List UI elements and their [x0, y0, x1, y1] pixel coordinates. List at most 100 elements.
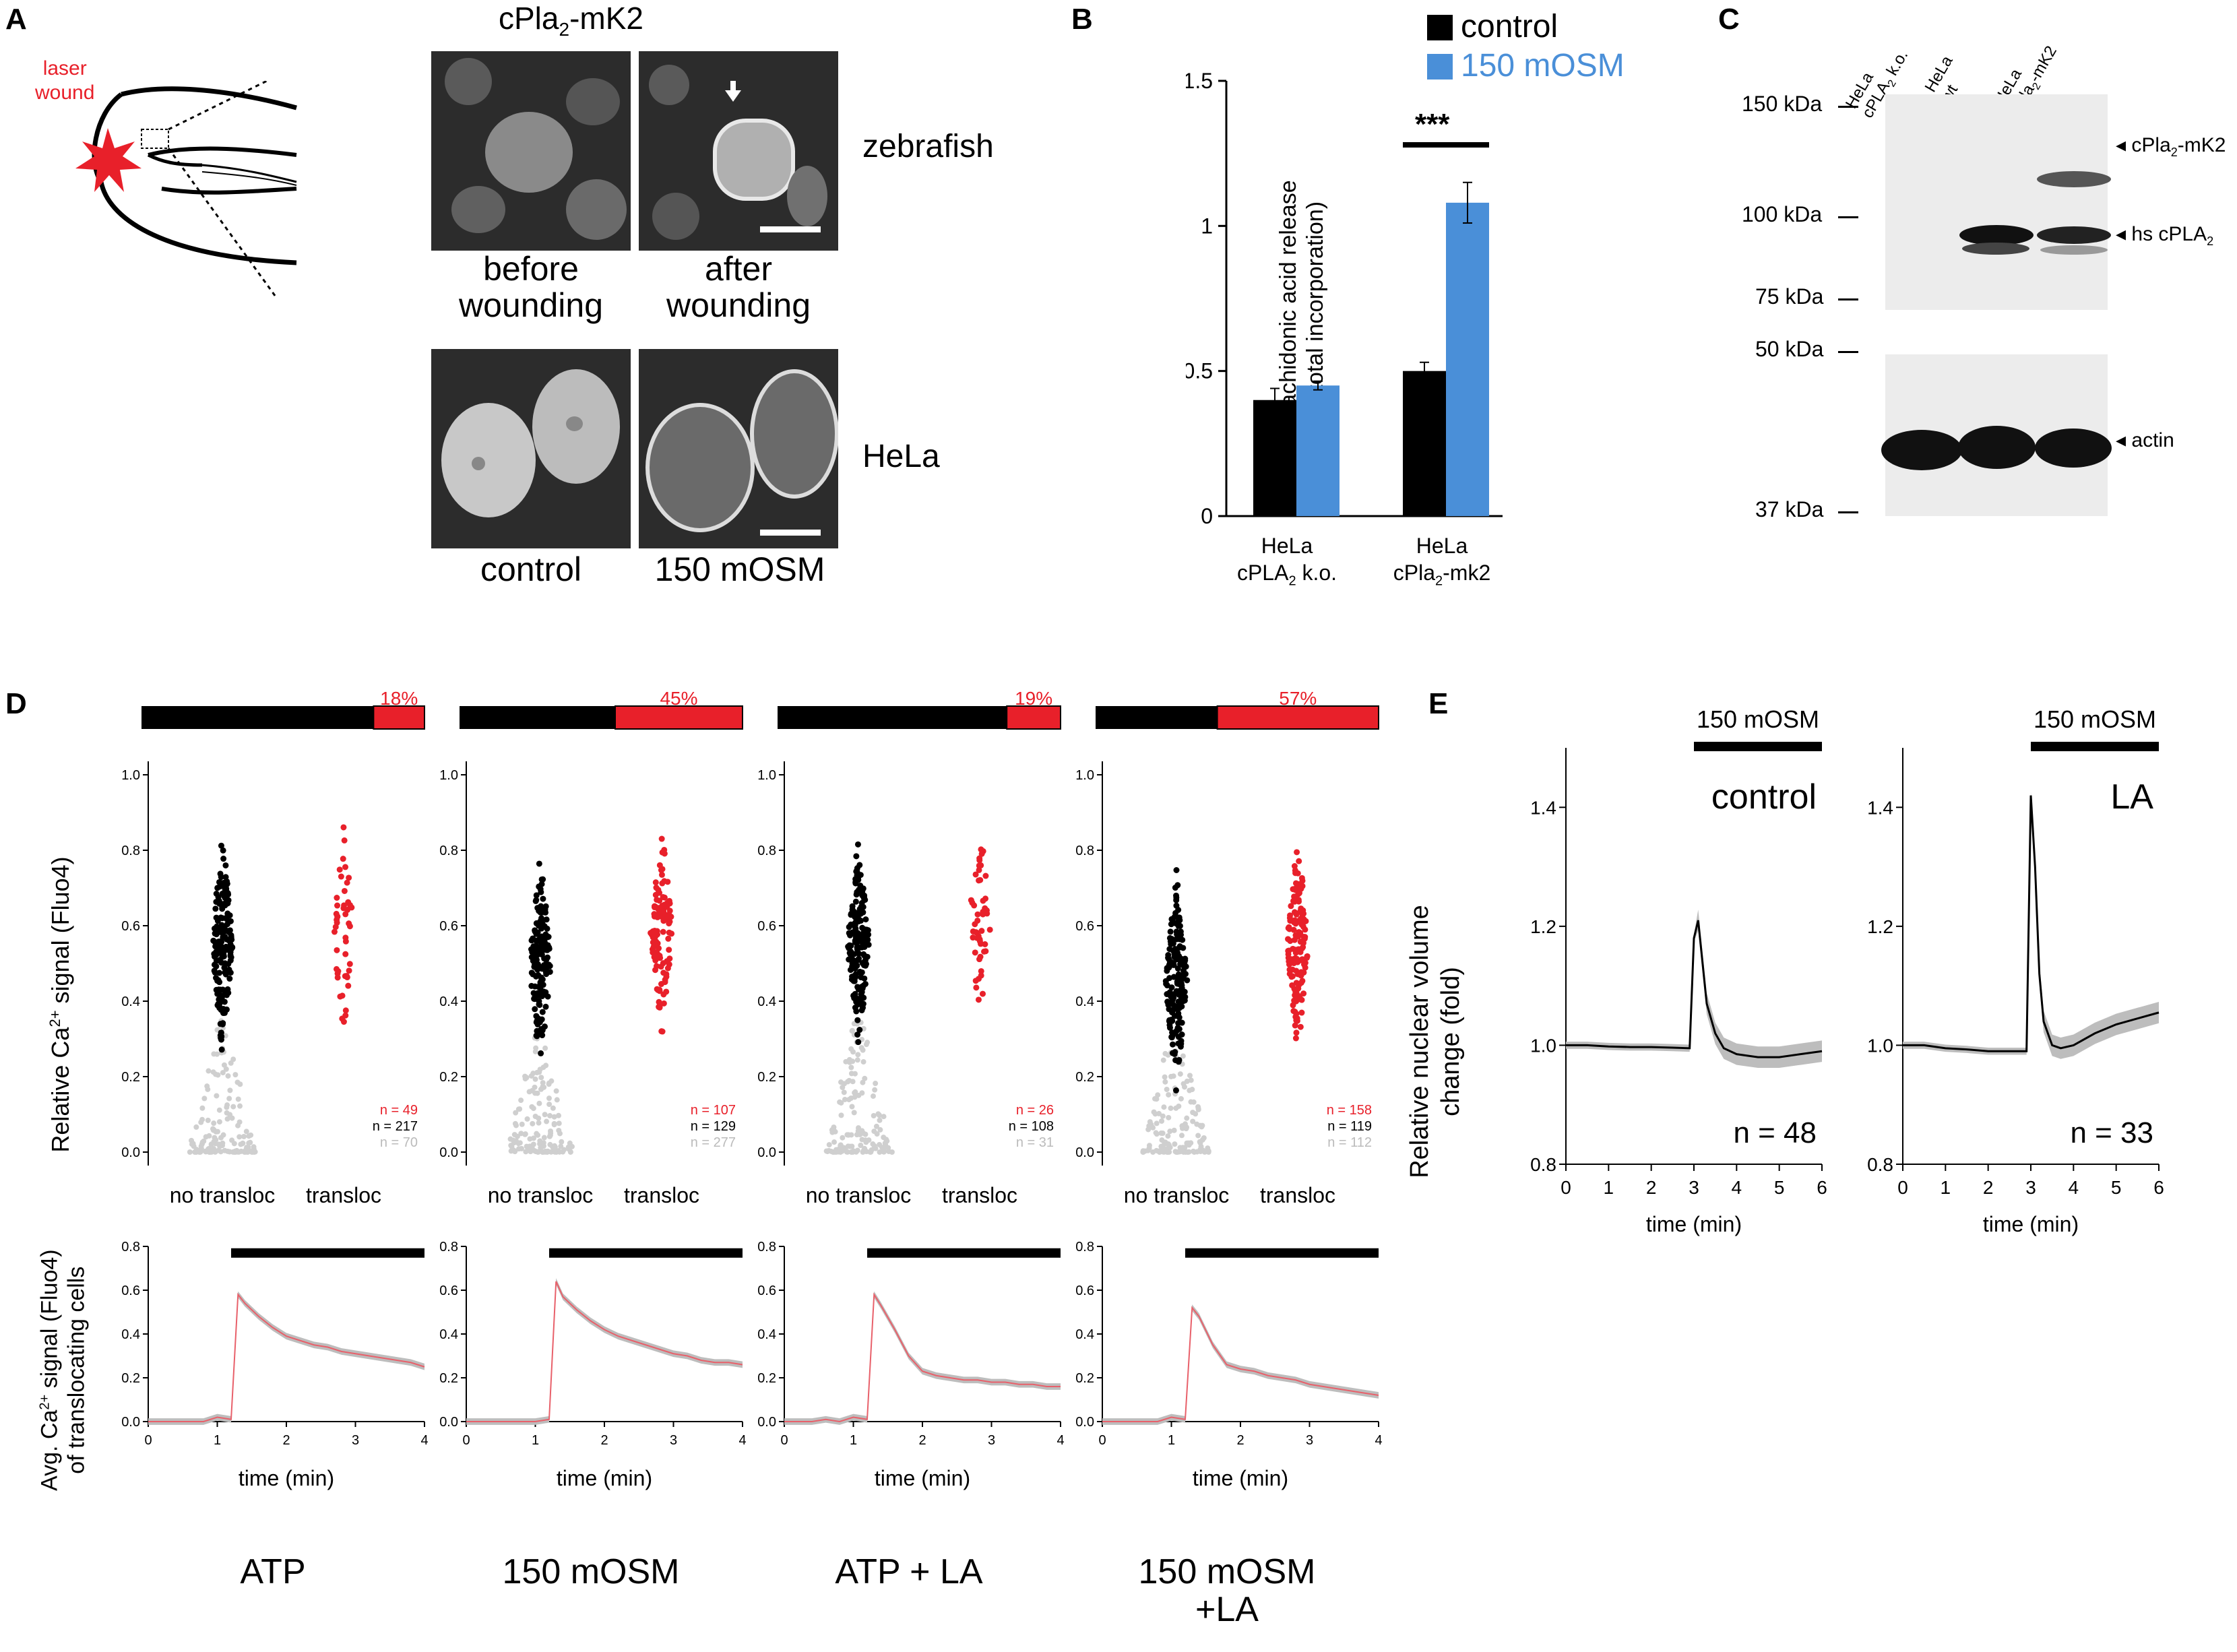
e-xtick-label: 3 — [1689, 1177, 1699, 1198]
point-transloc — [1292, 917, 1298, 924]
scatter-ytick-label: 0.2 — [757, 1070, 776, 1085]
point-transloc — [663, 974, 670, 980]
point-transloc — [1288, 959, 1294, 965]
b-ytick-label: 0.5 — [1186, 359, 1213, 383]
point-gray — [244, 1145, 250, 1151]
point-gray — [511, 1132, 517, 1138]
point-gray — [870, 1093, 876, 1099]
point-gray — [1160, 1131, 1166, 1137]
point-gray — [543, 1062, 549, 1069]
cat1-line1: HeLa — [1261, 534, 1313, 558]
point-no-transloc — [855, 1039, 862, 1046]
legend-label-control: control — [1461, 9, 1558, 44]
point-gray — [855, 1125, 861, 1131]
point-gray — [230, 1149, 236, 1155]
point-no-transloc — [223, 1006, 230, 1013]
point-gray — [1159, 1118, 1165, 1124]
point-transloc — [1292, 1009, 1298, 1015]
b-ytick-label: 1.5 — [1186, 69, 1213, 93]
point-gray — [1184, 1078, 1190, 1084]
after-line1: after — [704, 250, 773, 288]
scatter-ytick-label: 1.0 — [439, 768, 458, 783]
scatter-ytick-label: 0.6 — [757, 919, 776, 934]
point-no-transloc — [538, 876, 545, 883]
point-gray — [849, 1028, 855, 1034]
e-xtick-label: 1 — [1941, 1177, 1951, 1198]
point-gray — [1177, 1071, 1183, 1077]
point-gray — [1205, 1149, 1211, 1155]
point-no-transloc — [853, 853, 860, 860]
scatter-ytick-label: 0.0 — [1075, 1145, 1094, 1160]
point-no-transloc — [846, 942, 853, 949]
x-label-transloc: transloc — [624, 1183, 699, 1207]
point-no-transloc — [854, 930, 861, 936]
x-label-transloc: transloc — [306, 1183, 381, 1207]
point-no-transloc — [1180, 945, 1187, 951]
x-label-time: time (min) — [1193, 1466, 1288, 1490]
point-gray — [536, 1100, 542, 1106]
point-transloc — [1292, 887, 1299, 893]
point-no-transloc — [1178, 974, 1185, 981]
point-no-transloc — [1172, 885, 1178, 891]
point-gray — [1190, 1118, 1196, 1124]
western-blot-upper — [1885, 94, 2111, 310]
point-transloc — [653, 885, 660, 891]
point-no-transloc — [210, 937, 217, 944]
point-gray — [840, 1147, 846, 1153]
line-xtick-label: 3 — [988, 1433, 995, 1448]
point-no-transloc — [540, 895, 546, 902]
point-no-transloc — [220, 986, 226, 993]
point-no-transloc — [215, 893, 222, 900]
point-transloc — [1292, 870, 1299, 877]
point-no-transloc — [541, 943, 548, 949]
point-no-transloc — [532, 1006, 538, 1013]
point-no-transloc — [1180, 998, 1187, 1005]
point-gray — [849, 1104, 855, 1110]
point-gray — [863, 1042, 869, 1048]
point-transloc — [341, 887, 348, 894]
point-gray — [826, 1142, 832, 1148]
point-no-transloc — [222, 874, 229, 881]
point-gray — [205, 1117, 211, 1123]
point-gray — [518, 1131, 524, 1137]
line-xtick-label: 0 — [780, 1433, 788, 1448]
point-no-transloc — [1173, 928, 1180, 935]
band-cpla-mk2 — [2037, 171, 2111, 187]
band-hs-mk2-lower — [2040, 245, 2108, 255]
point-no-transloc — [218, 874, 224, 881]
e-xtick-label: 2 — [1646, 1177, 1657, 1198]
title-suffix: -mK2 — [569, 1, 643, 36]
significance-stars: *** — [1415, 108, 1450, 141]
point-gray — [1154, 1120, 1160, 1126]
point-transloc — [1285, 925, 1292, 932]
dby-pre: Avg. Ca — [36, 1409, 63, 1491]
point-gray — [224, 1104, 230, 1110]
point-gray — [1162, 1074, 1168, 1080]
title-sub: 2 — [559, 19, 570, 40]
point-no-transloc — [1167, 928, 1174, 935]
e-stim-label: 150 mOSM — [1697, 705, 1819, 733]
point-no-transloc — [538, 1025, 544, 1032]
point-gray — [873, 1145, 879, 1151]
sem-band — [784, 1291, 1061, 1425]
e-xtick-label: 4 — [1732, 1177, 1742, 1198]
point-transloc — [660, 991, 667, 998]
line-xtick-label: 3 — [352, 1433, 359, 1448]
point-gray — [223, 1066, 229, 1072]
point-gray — [187, 1149, 193, 1155]
point-no-transloc — [1165, 1000, 1172, 1007]
point-transloc — [1297, 916, 1304, 922]
point-gray — [879, 1145, 885, 1151]
e-xtick-label: 6 — [2153, 1177, 2164, 1198]
point-transloc — [1296, 995, 1302, 1002]
band-actin-2 — [1958, 426, 2036, 469]
cat2-pre: cPla — [1393, 561, 1435, 585]
category-label-2: HeLa cPla2-mk2 — [1368, 532, 1516, 594]
point-transloc — [661, 850, 668, 857]
point-transloc — [1295, 946, 1302, 953]
point-transloc — [1299, 883, 1306, 889]
point-gray — [846, 1132, 852, 1138]
point-no-transloc — [852, 974, 858, 980]
point-no-transloc — [226, 966, 232, 973]
n-transloc: n = 107 — [691, 1103, 736, 1118]
